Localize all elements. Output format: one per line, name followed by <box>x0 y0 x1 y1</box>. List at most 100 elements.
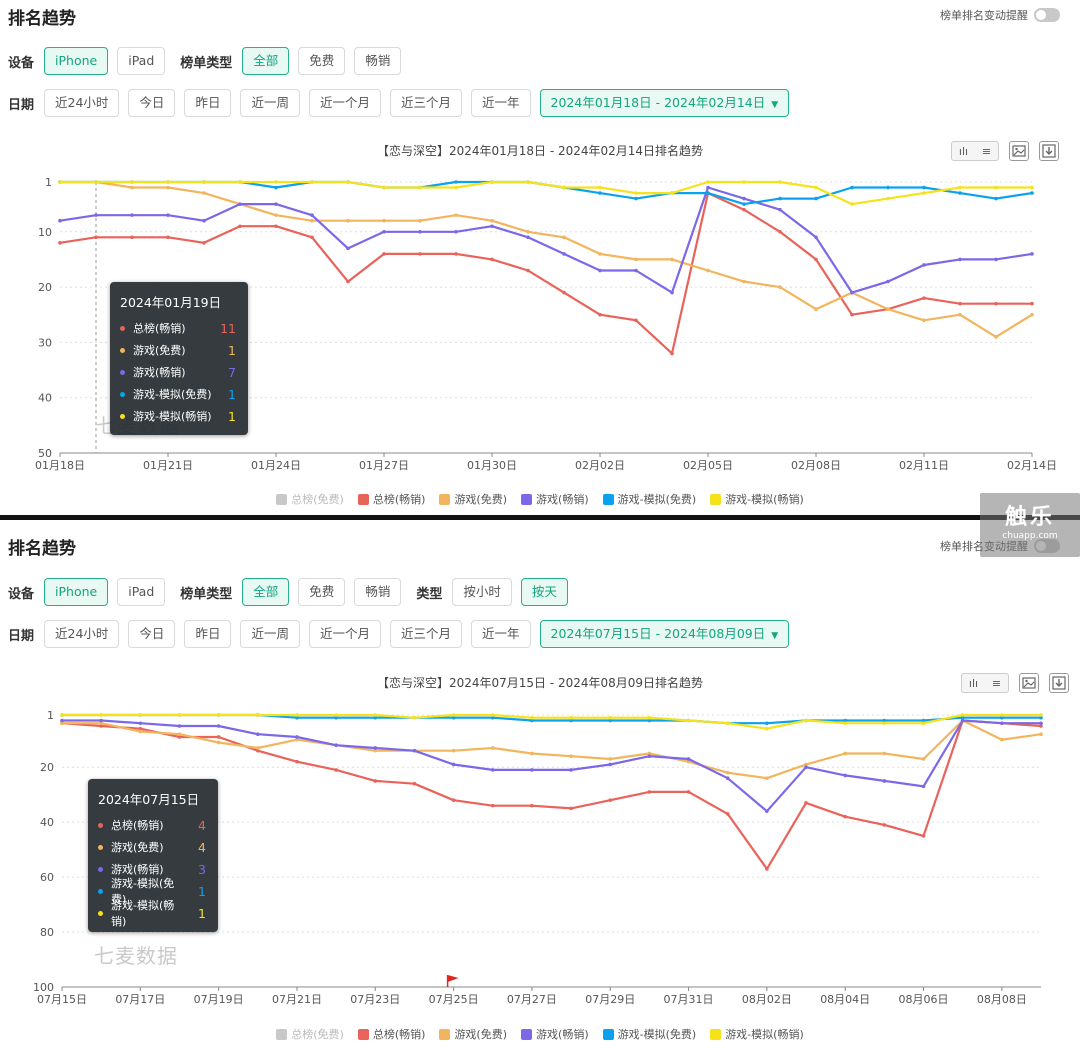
date-yesterday-button[interactable]: 昨日 <box>184 89 232 117</box>
date-month-button[interactable]: 近一个月 <box>308 89 381 117</box>
brand-name: 触乐 <box>1004 505 1055 530</box>
image-export-icon[interactable] <box>1009 141 1029 161</box>
date-year-button[interactable]: 近一年 <box>471 620 531 648</box>
data-point <box>526 268 530 273</box>
legend-item[interactable]: 游戏(免费) <box>439 491 507 507</box>
x-tick-label: 01月21日 <box>143 459 193 472</box>
tooltip-dot <box>98 888 103 894</box>
date-range-picker[interactable]: 2024年07月15日 - 2024年08月09日 ▼ <box>539 620 790 648</box>
legend-item[interactable]: 总榜(免费) <box>276 491 344 507</box>
data-point <box>742 279 746 284</box>
x-tick-label: 02月02日 <box>575 459 625 472</box>
image-export-icon[interactable] <box>1019 673 1039 693</box>
view-toggle[interactable]: ılı ≡ <box>961 673 1009 693</box>
date-range-picker[interactable]: 2024年01月18日 - 2024年02月14日 ▼ <box>539 89 790 117</box>
panel-title: 排名趋势 <box>8 539 76 559</box>
tooltip-value: 4 <box>198 817 206 833</box>
x-tick-label: 07月25日 <box>429 993 479 1006</box>
data-point <box>99 721 103 726</box>
device-iphone-button[interactable]: iPhone <box>44 47 109 75</box>
legend-item[interactable]: 总榜(畅销) <box>357 491 425 507</box>
caret-down-icon: ▼ <box>771 631 779 641</box>
x-tick-label: 01月30日 <box>467 459 517 472</box>
data-point <box>255 713 260 717</box>
data-point <box>373 715 378 720</box>
date-3months-button[interactable]: 近三个月 <box>389 89 462 117</box>
list-type-all-button[interactable]: 全部 <box>242 47 290 75</box>
data-point <box>598 252 602 256</box>
device-ipad-button[interactable]: iPad <box>117 47 166 75</box>
device-label: 设备 <box>8 586 35 602</box>
data-point <box>647 718 652 723</box>
data-point <box>886 279 890 284</box>
data-point <box>598 191 602 195</box>
tooltip-row: 游戏(免费) 4 <box>98 836 206 858</box>
download-icon[interactable] <box>1039 141 1059 161</box>
bar-chart-icon[interactable]: ılı <box>968 676 979 690</box>
data-point <box>778 229 782 234</box>
data-point <box>686 790 691 794</box>
bar-chart-icon[interactable]: ılı <box>958 144 969 158</box>
data-point <box>994 185 998 190</box>
panel-title: 排名趋势 <box>8 9 76 29</box>
legend-item[interactable]: 游戏-模拟(畅销) <box>710 1026 804 1042</box>
tooltip-dot <box>98 910 103 916</box>
list-icon[interactable]: ≡ <box>981 144 992 158</box>
data-point <box>130 180 134 184</box>
download-icon[interactable] <box>1049 673 1069 693</box>
device-ipad-button[interactable]: iPad <box>117 578 166 606</box>
legend-item[interactable]: 游戏(免费) <box>439 1026 507 1042</box>
date-24h-button[interactable]: 近24小时 <box>44 620 120 648</box>
data-point <box>274 224 278 229</box>
data-point <box>1039 715 1043 720</box>
tooltip-date: 2024年01月19日 <box>120 295 222 310</box>
date-today-button[interactable]: 今日 <box>128 620 176 648</box>
date-week-button[interactable]: 近一周 <box>240 89 300 117</box>
legend-item[interactable]: 总榜(免费) <box>276 1026 344 1042</box>
data-point <box>255 732 260 737</box>
date-month-button[interactable]: 近一个月 <box>308 620 381 648</box>
data-point <box>295 735 299 739</box>
list-type-grossing-button[interactable]: 畅销 <box>354 47 402 75</box>
date-year-button[interactable]: 近一年 <box>471 89 531 117</box>
data-point <box>725 776 730 780</box>
legend-item[interactable]: 总榜(畅销) <box>357 1026 425 1042</box>
data-point <box>310 180 314 184</box>
date-24h-button[interactable]: 近24小时 <box>44 89 120 117</box>
kind-daily-button[interactable]: 按天 <box>520 578 568 606</box>
date-today-button[interactable]: 今日 <box>128 89 176 117</box>
data-point <box>490 746 495 750</box>
device-iphone-button[interactable]: iPhone <box>44 578 109 606</box>
brand-url: chuapp.com <box>1002 531 1058 541</box>
legend-item[interactable]: 游戏-模拟(畅销) <box>710 491 804 507</box>
list-type-all-button[interactable]: 全部 <box>242 578 290 606</box>
tooltip-series-name: 总榜(畅销) <box>133 322 186 335</box>
date-yesterday-button[interactable]: 昨日 <box>184 620 232 648</box>
data-point <box>274 202 278 206</box>
data-point <box>94 235 98 240</box>
view-toggle[interactable]: ılı ≡ <box>951 141 999 161</box>
legend-item[interactable]: 游戏-模拟(免费) <box>602 1026 696 1042</box>
legend-item[interactable]: 游戏(畅销) <box>521 491 589 507</box>
list-type-free-button[interactable]: 免费 <box>298 578 346 606</box>
kind-hourly-button[interactable]: 按小时 <box>452 578 512 606</box>
series-line <box>59 192 1032 355</box>
x-tick-label: 02月11日 <box>899 459 949 472</box>
legend-swatch <box>602 493 614 505</box>
data-point <box>994 301 998 306</box>
series-line <box>60 180 1032 206</box>
legend-label: 游戏(免费) <box>454 493 508 506</box>
legend-item[interactable]: 游戏(畅销) <box>521 1026 589 1042</box>
list-type-grossing-button[interactable]: 畅销 <box>354 578 402 606</box>
legend-swatch <box>357 1028 369 1040</box>
tooltip-value: 4 <box>198 839 206 855</box>
date-week-button[interactable]: 近一周 <box>240 620 300 648</box>
rank-alert-toggle[interactable] <box>1034 8 1060 22</box>
date-3months-button[interactable]: 近三个月 <box>389 620 462 648</box>
data-point <box>647 754 652 759</box>
list-type-free-button[interactable]: 免费 <box>298 47 346 75</box>
legend-item[interactable]: 游戏-模拟(免费) <box>602 491 696 507</box>
list-icon[interactable]: ≡ <box>991 676 1002 690</box>
